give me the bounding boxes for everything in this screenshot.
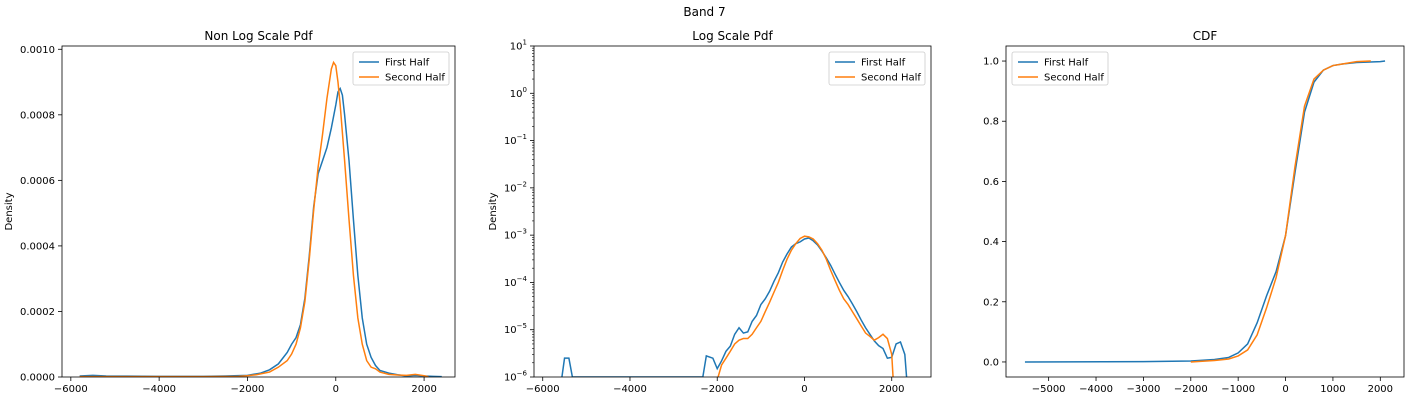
legend: First Half Second Half [1011,51,1109,86]
x-tick-label: 2000 [879,384,904,395]
x-tick-label: 0 [801,384,807,395]
chart-panel-3: CDF −5000 −4000 −3000 −2000 −1000 0 1000 2000 0.0… [983,29,1405,395]
y-tick-label: 0.0010 [20,45,55,56]
x-tick-label: −4000 [1079,384,1113,395]
y-tick-label: 0.0006 [20,176,55,187]
y-tick-label: 101 [510,39,527,53]
legend-label-first-half: First Half [1044,58,1089,69]
chart-panel-2: Log Scale Pdf −6000 −4000 −2000 0 2000 10−6 10−… [488,29,932,395]
series-line-second-half [717,235,894,377]
x-tick-label: 0 [1282,384,1288,395]
x-tick-label: −2000 [1174,384,1208,395]
x-tick-label: −4000 [613,384,647,395]
legend-label-second-half: Second Half [385,73,445,84]
x-tick-label: 2000 [1368,384,1393,395]
y-tick-label: 0.0002 [20,307,55,318]
legend: First Half Second Half [352,51,450,86]
y-tick-label: 10−2 [504,180,527,194]
legend-label-first-half: First Half [385,58,430,69]
series-line-second-half [1190,60,1371,363]
y-tick-label: 0.8 [983,117,999,128]
x-tick-label: 0 [333,384,339,395]
x-tick-label: −6000 [54,384,88,395]
y-axis-label: Density [4,192,15,230]
figure-suptitle: Band 7 [683,5,726,19]
y-tick-label: 0.0004 [20,241,55,252]
series-line-first-half [561,237,908,377]
y-tick-label: 10−5 [504,322,527,336]
chart-panel-1: Non Log Scale Pdf −6000 −4000 −2000 0 2000 0.0… [4,29,456,395]
axes-frame [1005,45,1405,378]
axes-frame [61,45,456,378]
y-tick-label: 0.0000 [20,373,55,384]
y-tick-label: 0.2 [983,297,999,308]
x-tick-label: −4000 [142,384,176,395]
y-axis-label: Density [488,192,499,230]
legend-label-first-half: First Half [861,58,906,69]
legend-label-second-half: Second Half [1044,73,1104,84]
y-tick-label: 0.0008 [20,110,55,121]
x-tick-label: −2000 [700,384,734,395]
x-tick-label: 2000 [411,384,436,395]
legend: First Half Second Half [828,51,926,86]
y-tick-label: 1.0 [983,57,999,68]
y-tick-label: 10−6 [504,370,528,384]
x-tick-label: −3000 [1126,384,1160,395]
chart-title: Log Scale Pdf [692,29,773,43]
y-tick-label: 10−1 [504,133,527,147]
legend-label-second-half: Second Half [861,73,921,84]
y-tick-label: 10−3 [504,228,527,242]
chart-title: CDF [1193,29,1218,43]
series-line-second-half [79,60,429,377]
x-tick-label: −5000 [1032,384,1066,395]
series-line-first-half [1024,60,1386,363]
y-tick-label: 0.6 [983,177,999,188]
y-tick-label: 100 [510,86,527,100]
chart-title: Non Log Scale Pdf [204,29,313,43]
y-tick-label: 10−4 [504,275,528,289]
x-tick-label: −1000 [1221,384,1255,395]
series-line-first-half [79,86,442,377]
x-tick-label: −6000 [526,384,560,395]
y-tick-label: 0.0 [983,357,999,368]
axes-frame [533,45,932,378]
x-tick-label: 1000 [1320,384,1345,395]
x-tick-label: −2000 [231,384,265,395]
y-tick-label: 0.4 [983,237,999,248]
